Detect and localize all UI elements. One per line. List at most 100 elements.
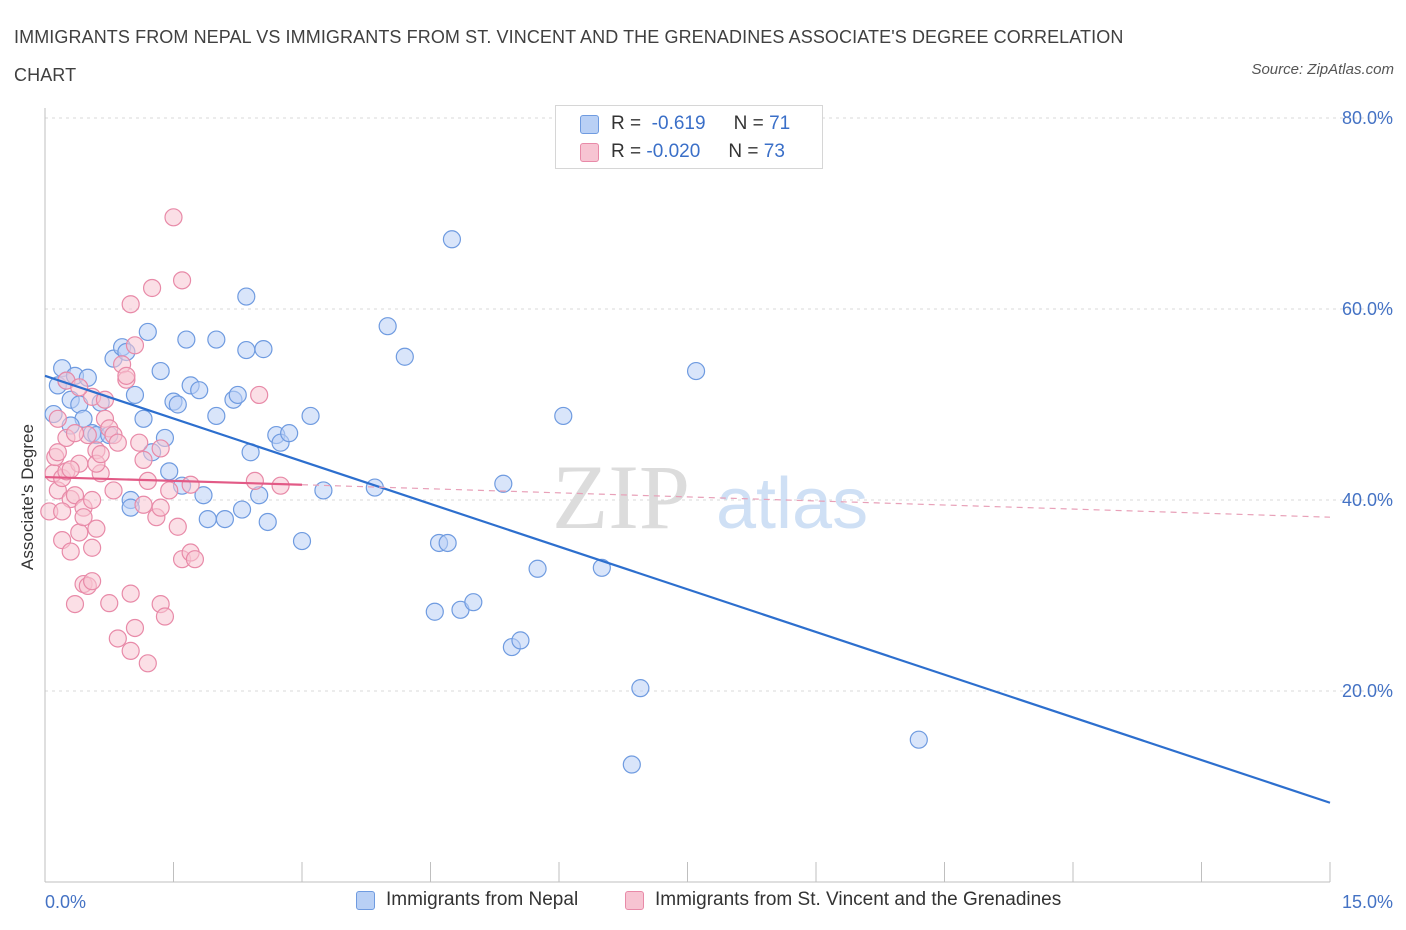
data-point [121,584,140,603]
data-point [164,208,183,227]
data-point [425,602,444,621]
data-point [87,519,106,538]
data-point [91,445,110,464]
data-point [232,500,252,519]
data-point [228,385,247,405]
data-point [151,498,170,517]
data-point [442,230,462,249]
data-point [83,538,102,557]
legend-n-label: N = [733,113,764,134]
watermark-atlas: atlas [716,464,868,544]
legend-swatch-st-vincent [580,142,599,162]
legend-n-value: 71 [769,113,791,134]
watermark: ZIP atlas [552,446,868,548]
axes [44,108,1331,883]
y-tick-label: 20.0% [1342,681,1393,701]
stats-legend: R = -0.619 N = 71 R = -0.020 N = 73 [555,105,823,169]
watermark-zip: ZIP [552,446,690,548]
data-point [631,679,650,698]
y-axis-label: Associate's Degree [18,424,37,570]
data-point [117,366,136,385]
data-point [250,385,269,405]
trendline-st-vincent [44,475,303,486]
data-point [181,475,200,494]
data-point [138,654,157,673]
data-point [121,641,140,660]
data-point [70,523,89,542]
data-point [134,495,153,514]
data-point [207,330,226,349]
data-point [528,559,547,578]
data-point [125,336,145,355]
data-point [190,381,209,400]
legend-n-label: N = [728,141,759,162]
data-point [511,631,530,650]
data-point [155,607,175,626]
data-point [292,531,312,551]
data-point [160,462,179,481]
data-point [215,509,234,529]
data-point [53,502,72,521]
data-point [151,361,170,381]
y-tick-label: 80.0% [1342,108,1393,128]
data-point [130,433,149,452]
data-point [61,542,80,561]
data-point [134,450,153,469]
tick-labels: 20.0% 40.0% 60.0% 80.0% 0.0% 15.0% [45,108,1393,912]
data-point [301,406,320,426]
data-point [108,433,127,452]
chart-title: IMMIGRANTS FROM NEPAL VS IMMIGRANTS FROM… [14,27,1124,85]
data-point [65,424,85,443]
data-point [254,340,273,359]
data-point [207,406,226,426]
y-tick-label: 40.0% [1342,490,1393,510]
data-point [185,550,205,569]
data-point [108,629,127,648]
data-point [592,558,611,577]
data-point [48,443,67,462]
data-point [65,486,85,505]
points-st-vincent [40,208,290,673]
source-label: Source: ZipAtlas.com [1251,61,1394,78]
x-tick-label: 0.0% [45,892,86,912]
data-point [83,490,102,510]
legend-row-nepal: R = -0.619 N = 71 [580,111,790,137]
data-point [142,278,162,298]
data-point [125,385,145,405]
data-point [314,481,333,500]
data-point [125,618,145,638]
legend-r-value: -0.619 [651,113,706,134]
data-point [237,340,256,360]
legend-n-value: 73 [763,141,785,162]
bottom-legend-label-nepal: Immigrants from Nepal [386,889,579,910]
data-point [280,424,299,443]
data-point [100,594,119,613]
data-point [686,361,706,381]
data-point [83,572,102,591]
data-point [237,287,256,306]
data-point [61,460,80,479]
data-point [65,594,85,614]
trendlines [44,374,1331,804]
data-point [74,508,93,527]
data-point [909,730,928,749]
legend-r-label: R = [611,141,642,162]
data-point [271,476,290,495]
x-tick-label: 15.0% [1342,892,1393,912]
legend-row-st-vincent: R = -0.020 N = 73 [580,139,785,165]
bottom-legend-swatch-nepal [356,890,375,910]
data-point [168,395,187,414]
data-point [177,330,196,349]
gridlines [45,117,1395,692]
bottom-legend-label-st-vincent: Immigrants from St. Vincent and the Gren… [655,889,1062,910]
legend-r-label: R = [611,113,642,134]
bottom-legend-nepal: Immigrants from Nepal [356,889,578,911]
legend-swatch-nepal [580,114,599,134]
y-tick-label: 60.0% [1342,299,1393,319]
data-point [138,322,157,342]
data-point [104,481,123,500]
data-point [168,517,187,536]
data-point [258,512,277,532]
data-point [622,755,641,774]
